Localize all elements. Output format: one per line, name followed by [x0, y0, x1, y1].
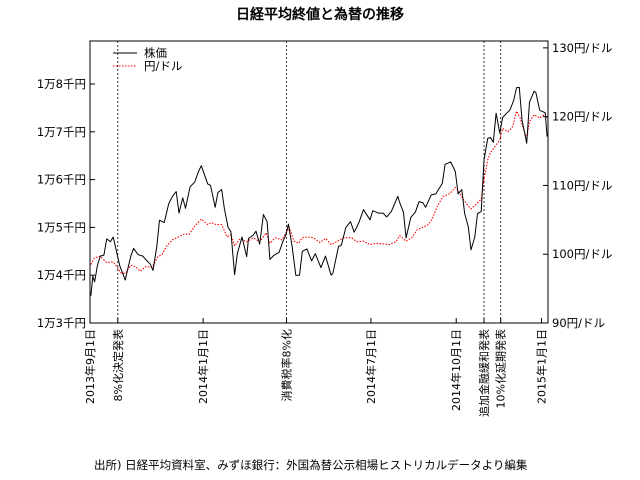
event-label: 10%化延期発表 — [494, 329, 508, 408]
x-tick-label: 2015年1月1日 — [535, 329, 549, 404]
plot-frame — [89, 40, 549, 324]
stock-line — [90, 86, 548, 296]
legend: 株価円/ドル — [113, 46, 182, 73]
x-tick-label: 2014年1月1日 — [196, 329, 210, 404]
right-tick-label: 110円/ドル — [552, 178, 612, 192]
event-label: 消費税率8%化 — [280, 329, 294, 401]
series-yen — [90, 110, 548, 275]
right-tick-label: 130円/ドル — [552, 41, 612, 55]
x-axis: 2013年9月1日 2014年1月1日 2014年7月1日 2014年10月1日 201… — [83, 318, 549, 411]
event-lines — [117, 41, 502, 323]
left-tick-label: 1万3千円 — [37, 316, 86, 330]
event-label: 追加金融緩和発表 — [477, 329, 491, 417]
legend-label: 株価 — [144, 46, 167, 60]
right-axis: 90円/ドル 100円/ドル 110円/ドル 120円/ドル 130円/ドル — [543, 41, 612, 330]
right-tick-label: 90円/ドル — [552, 316, 605, 330]
series-stock — [90, 86, 548, 296]
left-tick-label: 1万4千円 — [37, 268, 86, 282]
left-tick-label: 1万7千円 — [37, 125, 86, 139]
event-label: 8%化決定発表 — [111, 329, 125, 401]
event-labels: 8%化決定発表 消費税率8%化 追加金融緩和発表 10%化延期発表 — [111, 318, 508, 417]
left-axis: 1万3千円 1万4千円 1万5千円 1万6千円 1万7千円 1万8千円 — [37, 77, 95, 330]
x-tick-label: 2014年10月1日 — [449, 329, 463, 411]
right-tick-label: 120円/ドル — [552, 110, 612, 124]
source-note: 出所) 日経平均資料室、みずほ銀行：外国為替公示相場ヒストリカルデータより編集 — [94, 458, 528, 472]
legend-label: 円/ドル — [144, 59, 182, 73]
chart-title: 日経平均終値と為替の推移 — [236, 6, 404, 23]
right-tick-label: 100円/ドル — [552, 247, 612, 261]
yen-line — [90, 110, 548, 275]
x-tick-label: 2014年7月1日 — [364, 329, 378, 404]
left-tick-label: 1万6千円 — [37, 173, 86, 187]
x-tick-label: 2013年9月1日 — [83, 329, 97, 404]
left-tick-label: 1万5千円 — [37, 220, 86, 234]
left-tick-label: 1万8千円 — [37, 77, 86, 91]
